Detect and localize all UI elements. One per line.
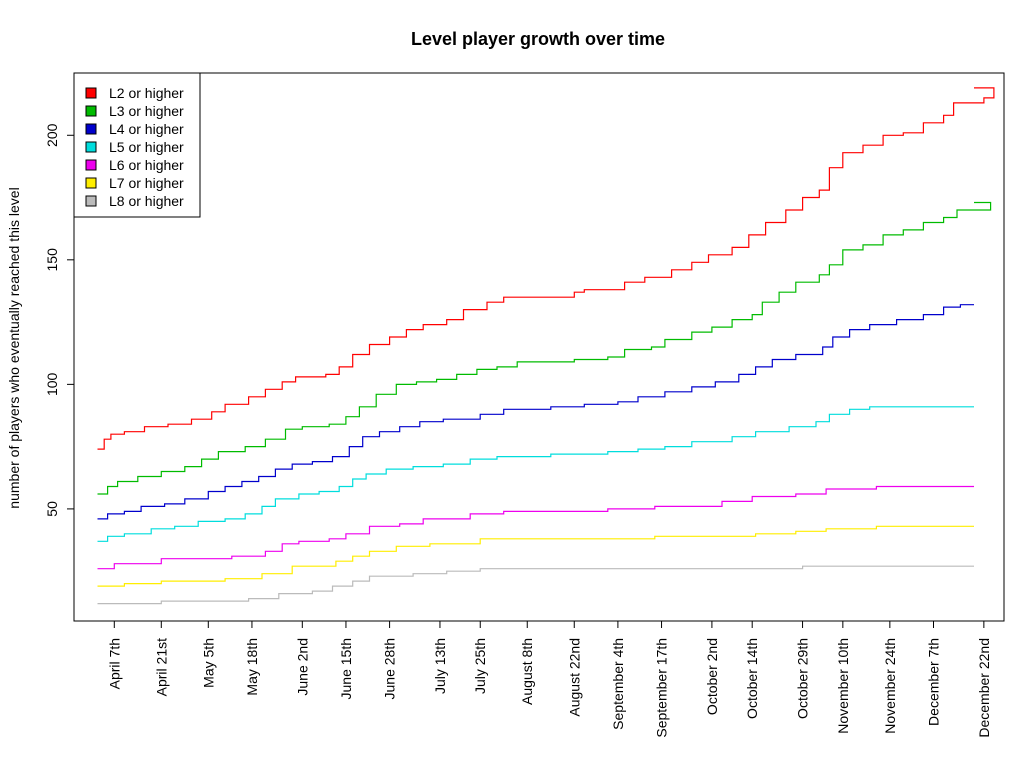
x-tick-label: September 4th	[610, 638, 626, 730]
x-tick-label: July 25th	[472, 638, 488, 694]
x-axis: April 7th April 21st May 5th May 18th June 2…	[106, 620, 992, 738]
series-line-7	[97, 525, 974, 587]
x-tick-label: October 14th	[744, 638, 760, 719]
legend-swatch	[85, 159, 97, 171]
x-tick-label: April 7th	[106, 638, 122, 689]
y-tick-label: 50	[44, 501, 60, 517]
legend-swatch	[85, 123, 97, 135]
x-tick-label: June 15th	[338, 638, 354, 700]
x-tick-label: July 13th	[432, 638, 448, 694]
x-tick-label: June 28th	[382, 638, 398, 700]
legend-label: L6 or higher	[109, 157, 184, 173]
series-lines	[97, 87, 995, 605]
y-tick-label: 150	[44, 248, 60, 272]
x-tick-label: April 21st	[153, 638, 169, 696]
legend-swatch	[85, 87, 97, 99]
x-tick-label: October 2nd	[704, 638, 720, 715]
x-tick-label: August 22nd	[566, 638, 582, 717]
y-axis: 50 100 150 200	[44, 123, 75, 517]
series-line-4	[97, 304, 974, 520]
y-tick-label: 100	[44, 372, 60, 396]
legend-swatch	[85, 195, 97, 207]
x-tick-label: November 10th	[835, 638, 851, 734]
legend-swatch	[85, 105, 97, 117]
legend-swatch	[85, 141, 97, 153]
legend-label: L4 or higher	[109, 121, 184, 137]
chart-title: Level player growth over time	[411, 29, 665, 49]
legend-label: L5 or higher	[109, 139, 184, 155]
legend-swatch	[85, 177, 97, 189]
x-tick-label: December 7th	[925, 638, 941, 726]
legend-label: L3 or higher	[109, 103, 184, 119]
series-line-5	[97, 406, 974, 542]
legend-label: L8 or higher	[109, 193, 184, 209]
series-line-2	[97, 87, 995, 450]
series-line-3	[97, 201, 992, 495]
series-line-6	[97, 485, 974, 570]
legend: L2 or higher L3 or higher L4 or higher L5 o…	[73, 72, 201, 218]
x-tick-label: August 8th	[519, 638, 535, 705]
x-tick-label: June 2nd	[294, 638, 310, 696]
x-tick-label: November 24th	[882, 638, 898, 734]
x-tick-label: December 22nd	[976, 638, 992, 738]
legend-label: L2 or higher	[109, 85, 184, 101]
legend-label: L7 or higher	[109, 175, 184, 191]
x-tick-label: May 5th	[200, 638, 216, 688]
series-line-8	[97, 565, 974, 605]
x-tick-label: May 18th	[244, 638, 260, 696]
x-tick-label: September 17th	[654, 638, 670, 738]
y-axis-label: number of players who eventually reached…	[6, 187, 22, 508]
y-tick-label: 200	[44, 123, 60, 147]
x-tick-label: October 29th	[795, 638, 811, 719]
